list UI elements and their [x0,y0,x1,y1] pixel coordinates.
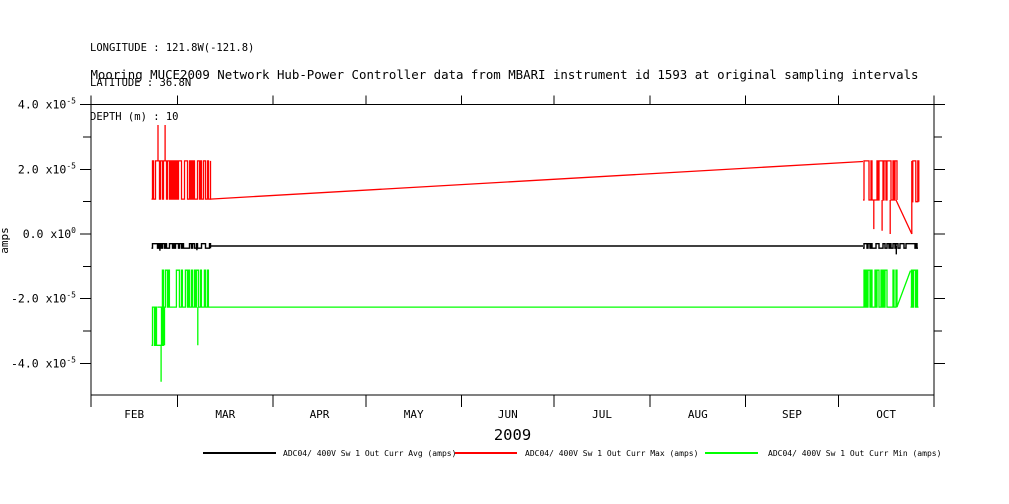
series-avg [151,243,918,255]
y-tick-label: 2.0 x10-5 [18,161,76,176]
legend-label-max: ADC04/ 400V Sw 1 Out Curr Max (amps) [525,448,699,458]
x-month-label: JUN [498,408,518,421]
series-max [151,125,920,235]
legend-line-max [455,452,517,454]
x-axis-ticks: FEB MAR APR MAY JUN JUL AUG SEP OCT [90,95,935,421]
x-month-label: APR [310,408,330,421]
year-label: 2009 [494,426,531,444]
x-month-label: FEB [124,408,144,421]
location-metadata: LONGITUDE : 121.8W(-121.8) LATITUDE : 36… [90,20,254,135]
series-min [151,269,919,382]
depth-label: DEPTH (m) : 10 [90,111,179,123]
x-month-label: JUL [592,408,612,421]
y-tick-label: -4.0 x10-5 [11,355,76,370]
legend-label-avg: ADC04/ 400V Sw 1 Out Curr Avg (amps) [283,448,457,458]
latitude-label: LATITUDE : 36.8N [90,76,192,89]
chart-title: Mooring MUCE2009 Network Hub-Power Contr… [90,67,919,82]
plot-box [90,104,935,396]
legend-line-avg [203,452,276,454]
x-month-label: SEP [782,408,802,421]
legend-line-min [705,452,758,454]
y-tick-label: 0.0 x100 [23,226,76,241]
x-month-label: MAR [215,408,235,421]
x-month-label: AUG [688,408,708,421]
y-tick-label: 4.0 x10-5 [18,97,76,112]
x-month-label: OCT [876,408,896,421]
longitude-label: LONGITUDE : 121.8W(-121.8) [90,42,255,54]
y-axis-ticks: 4.0 x10-5 2.0 x10-5 0.0 x100 -2.0 x10-5 -4.0… [11,97,945,370]
legend-label-min: ADC04/ 400V Sw 1 Out Curr Min (amps) [768,448,942,458]
y-tick-label: -2.0 x10-5 [11,291,76,306]
x-month-label: MAY [404,408,424,421]
